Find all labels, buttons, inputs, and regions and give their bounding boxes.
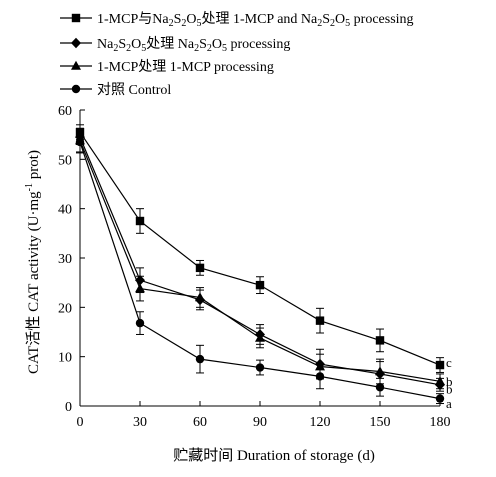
x-tick-label: 180 (430, 415, 451, 430)
data-point (135, 318, 145, 328)
y-axis-label-main: CAT活性 CAT activity (U·mg (25, 191, 42, 374)
legend-label-part: 5 (345, 18, 350, 29)
x-tick-label: 150 (370, 415, 391, 430)
y-tick-label: 60 (58, 104, 72, 119)
y-tick-label: 50 (58, 153, 72, 168)
data-point (435, 376, 445, 386)
significance-label: a (446, 396, 452, 411)
legend-label: Na2S2O5处理 Na2S2O5 processing (97, 36, 290, 54)
y-tick-label: 30 (58, 252, 72, 267)
data-point (255, 363, 265, 372)
data-point (375, 366, 385, 376)
data-point (255, 332, 265, 342)
data-point (375, 336, 385, 345)
x-axis-label: 贮藏时间 Duration of storage (d) (173, 447, 375, 464)
x-tick-label: 30 (133, 415, 147, 430)
legend-label-part: 2 (126, 43, 131, 54)
legend-label-part: 处理 1-MCP and Na (201, 11, 318, 27)
series-mcp: b (75, 127, 453, 397)
legend-label-part: S (118, 37, 126, 52)
significance-label: b (446, 374, 453, 389)
legend-label-part: 5 (196, 18, 201, 29)
data-point (135, 216, 145, 226)
legend-label-part: O (212, 37, 222, 52)
data-point (315, 372, 325, 381)
legend-label-part: processing (227, 37, 290, 52)
legend-entry-mcp-na: 1-MCP与Na2S2O5处理 1-MCP and Na2S2O5 proces… (60, 11, 414, 29)
data-point (435, 394, 445, 403)
y-tick-label: 10 (58, 351, 72, 366)
legend-entry-mcp: 1-MCP处理 1-MCP processing (60, 59, 274, 75)
data-point (195, 263, 205, 273)
data-point (255, 280, 265, 290)
legend-entry-na: Na2S2O5处理 Na2S2O5 processing (60, 36, 290, 54)
legend-label-part: O (335, 12, 345, 27)
legend-label-part: 2 (169, 18, 174, 29)
legend-label-part: 处理 Na (146, 36, 195, 52)
legend-label-part: Na (97, 37, 114, 52)
y-axis-ticks: 0 10 20 30 40 50 60 (58, 104, 85, 415)
legend-marker (71, 60, 81, 70)
legend-marker (71, 84, 81, 94)
legend-marker (71, 37, 81, 49)
data-point (75, 137, 85, 147)
legend-label-part: 1-MCP处理 1-MCP processing (97, 59, 274, 75)
x-tick-label: 60 (193, 415, 207, 430)
y-tick-label: 20 (58, 301, 72, 316)
data-point (195, 354, 205, 364)
data-point (195, 292, 205, 302)
x-axis-ticks: 0 30 60 90 120 150 180 (77, 401, 451, 430)
legend-label-part: 2 (181, 18, 186, 29)
legend-label-part: 2 (207, 43, 212, 54)
legend-label-part: O (186, 12, 196, 27)
legend-label-part: S (174, 12, 182, 27)
x-tick-label: 0 (77, 415, 84, 430)
legend-label: 1-MCP处理 1-MCP processing (97, 59, 274, 75)
data-point (315, 316, 325, 325)
significance-label: c (446, 355, 452, 370)
y-axis-label-superscript: -1 (24, 183, 35, 191)
legend-label-part: processing (350, 12, 413, 27)
y-tick-label: 0 (65, 400, 72, 415)
legend: 1-MCP与Na2S2O5处理 1-MCP and Na2S2O5 proces… (60, 11, 414, 98)
legend-label-part: S (199, 37, 207, 52)
legend-label: 对照 Control (97, 82, 171, 98)
legend-label-part: 5 (222, 43, 227, 54)
data-point (135, 283, 145, 293)
legend-marker (71, 13, 81, 23)
series-na: b (75, 129, 453, 392)
legend-label-part: 对照 Control (97, 82, 171, 98)
legend-label-part: 2 (330, 18, 335, 29)
legend-label-part: S (322, 12, 330, 27)
legend-label-part: 1-MCP与Na (97, 11, 169, 27)
legend-label-part: 2 (113, 43, 118, 54)
data-point (375, 383, 385, 392)
legend-label-part: 5 (141, 43, 146, 54)
legend-label: 1-MCP与Na2S2O5处理 1-MCP and Na2S2O5 proces… (97, 11, 414, 29)
y-axis-label-end: prot) (26, 150, 42, 183)
series-ctrl: a (75, 131, 452, 411)
legend-label-part: 2 (194, 43, 199, 54)
y-axis-label: CAT活性 CAT activity (U·mg-1 prot) (24, 150, 42, 374)
x-tick-label: 90 (253, 415, 267, 430)
x-tick-label: 120 (310, 415, 331, 430)
data-point (435, 360, 445, 370)
significance-label: b (446, 382, 453, 397)
legend-entry-ctrl: 对照 Control (60, 82, 171, 98)
legend-label-part: 2 (317, 18, 322, 29)
legend-label-part: O (131, 37, 141, 52)
y-tick-label: 40 (58, 203, 72, 218)
